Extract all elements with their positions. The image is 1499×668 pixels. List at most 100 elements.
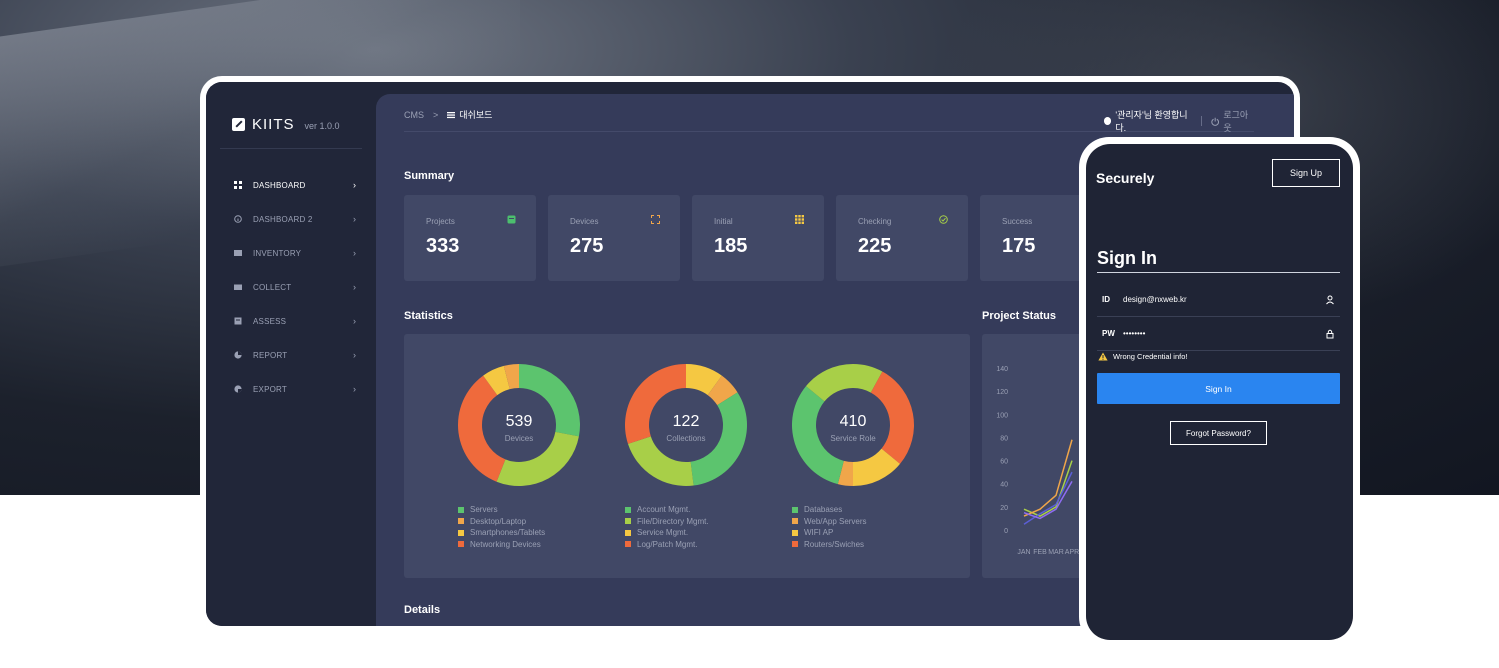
- id-field[interactable]: ID design@nxweb.kr: [1097, 283, 1340, 317]
- breadcrumb-root[interactable]: CMS: [404, 109, 424, 120]
- legend-label: WIFI AP: [804, 528, 834, 538]
- sidebar-item-label: EXPORT: [253, 384, 287, 394]
- legend-label: Networking Devices: [470, 539, 541, 549]
- login-screen: Securely Sign Up Sign In ID design@nxweb…: [1086, 144, 1353, 640]
- summary-card-initial[interactable]: Initial 185: [692, 195, 824, 281]
- sign-up-button[interactable]: Sign Up: [1272, 159, 1340, 187]
- legend-label: Log/Patch Mgmt.: [637, 539, 698, 549]
- donut-slice[interactable]: [625, 364, 686, 444]
- donut-slice[interactable]: [805, 364, 853, 402]
- chevron-right-icon: ›: [353, 316, 356, 326]
- legend-label: Service Mgmt.: [637, 528, 689, 538]
- topbar: CMS > 대쉬보드 '관리자'님 환영합니다. 로그아웃: [404, 94, 1254, 134]
- sidebar-item-report[interactable]: REPORT ›: [206, 338, 376, 372]
- logout-link[interactable]: 로그아웃: [1223, 110, 1249, 133]
- donut-slice[interactable]: [496, 431, 579, 486]
- brand[interactable]: KIITS ver 1.0.0: [232, 116, 340, 133]
- legend-swatch: [458, 529, 464, 536]
- legend-item: Log/Patch Mgmt.: [625, 539, 709, 551]
- sidebar-item-label: REPORT: [253, 350, 288, 360]
- donut-svg: 410 Service Role: [792, 364, 914, 486]
- header-divider: [1201, 116, 1203, 126]
- donut-slice[interactable]: [519, 364, 580, 437]
- y-tick-label: 0: [1004, 528, 1008, 535]
- donut-legend: Databases Web/App Servers WIFI AP Routers/S…: [792, 504, 867, 550]
- donut-slice[interactable]: [837, 460, 853, 486]
- donut-label: Service Role: [830, 434, 876, 443]
- donut-slice[interactable]: [792, 386, 844, 485]
- devices-icon: [651, 215, 660, 224]
- card-value: 185: [714, 235, 748, 257]
- pie-icon: [234, 351, 242, 359]
- export-icon: [234, 385, 242, 393]
- y-tick-label: 20: [1000, 505, 1008, 512]
- breadcrumb-separator: >: [433, 109, 439, 120]
- sidebar-item-dashboard-2[interactable]: DASHBOARD 2 ›: [206, 202, 376, 236]
- brand-name: KIITS: [252, 116, 295, 133]
- grid-icon: [234, 181, 242, 189]
- sidebar-item-label: INVENTORY: [253, 248, 302, 258]
- legend-item: Service Mgmt.: [625, 527, 709, 539]
- donut-slice[interactable]: [853, 364, 883, 393]
- x-tick-label: JAN: [1017, 549, 1030, 556]
- sidebar-nav: DASHBOARD › DASHBOARD 2 › INVENTORY › COLLECT ›…: [206, 168, 376, 406]
- donut-slice[interactable]: [853, 448, 901, 486]
- chevron-right-icon: ›: [353, 282, 356, 292]
- donut-slice[interactable]: [627, 436, 694, 486]
- donut-legend: Account Mgmt. File/Directory Mgmt. Service…: [625, 504, 709, 550]
- user-area: '관리자'님 환영합니다. 로그아웃: [1104, 108, 1254, 134]
- sidebar-item-assess[interactable]: ASSESS ›: [206, 304, 376, 338]
- donut-slice[interactable]: [458, 375, 506, 482]
- chevron-right-icon: ›: [353, 384, 356, 394]
- phone-brand: Securely: [1096, 170, 1155, 186]
- sidebar-item-dashboard[interactable]: DASHBOARD ›: [206, 168, 376, 202]
- legend-label: Smartphones/Tablets: [470, 528, 546, 538]
- sidebar-item-label: ASSESS: [253, 316, 287, 326]
- sign-in-divider: [1097, 272, 1340, 273]
- y-tick-label: 140: [996, 366, 1008, 373]
- donut-slice[interactable]: [690, 392, 747, 486]
- legend-item: Networking Devices: [458, 539, 545, 551]
- donut-chart-devices: 539 Devices: [454, 360, 584, 495]
- user-icon: [1104, 117, 1112, 125]
- details-title: Details: [404, 604, 441, 616]
- y-tick-label: 40: [1000, 482, 1008, 489]
- legend-item: Account Mgmt.: [625, 504, 709, 516]
- card-label: Checking: [858, 217, 892, 226]
- sidebar-item-collect[interactable]: COLLECT ›: [206, 270, 376, 304]
- legend-label: Desktop/Laptop: [470, 516, 527, 526]
- donut-value: 539: [506, 413, 533, 430]
- pw-field[interactable]: PW ••••••••: [1097, 317, 1340, 351]
- forgot-password-button[interactable]: Forgot Password?: [1170, 421, 1267, 445]
- sidebar-item-export[interactable]: EXPORT ›: [206, 372, 376, 406]
- pw-value[interactable]: ••••••••: [1123, 329, 1146, 338]
- summary-cards: Projects 333 Devices 275 Initial 185 Checking 2…: [404, 195, 1124, 281]
- y-tick-label: 120: [996, 389, 1008, 396]
- summary-card-devices[interactable]: Devices 275: [548, 195, 680, 281]
- lock-icon: [1326, 329, 1334, 338]
- card-value: 175: [1002, 235, 1036, 257]
- legend-swatch: [458, 541, 464, 548]
- donut-value: 122: [673, 413, 700, 430]
- legend-swatch: [792, 529, 798, 536]
- donut-slice[interactable]: [686, 364, 722, 396]
- chevron-right-icon: ›: [353, 180, 356, 190]
- donut-slice[interactable]: [870, 371, 914, 464]
- sidebar-item-inventory[interactable]: INVENTORY ›: [206, 236, 376, 270]
- project-status-chart: 140 120 100 80 60 40 20 0 JAN FEB MAR APR: [996, 366, 1079, 556]
- donut-label: Devices: [505, 434, 533, 443]
- y-tick-label: 100: [996, 412, 1008, 419]
- card-value: 275: [570, 235, 604, 257]
- id-value[interactable]: design@nxweb.kr: [1123, 295, 1187, 304]
- donut-slice[interactable]: [707, 375, 738, 406]
- donut-slice[interactable]: [503, 364, 519, 390]
- sign-in-button[interactable]: Sign In: [1097, 373, 1340, 404]
- donut-slice[interactable]: [483, 365, 510, 396]
- sidebar-item-label: DASHBOARD 2: [253, 214, 313, 224]
- summary-card-checking[interactable]: Checking 225: [836, 195, 968, 281]
- summary-card-projects[interactable]: Projects 333: [404, 195, 536, 281]
- legend-swatch: [458, 506, 464, 513]
- sign-in-title: Sign In: [1097, 248, 1157, 268]
- warning-icon: [1098, 352, 1108, 361]
- x-tick-label: FEB: [1033, 549, 1047, 556]
